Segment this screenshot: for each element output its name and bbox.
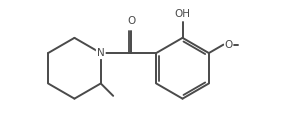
- Text: OH: OH: [175, 9, 191, 19]
- Text: O: O: [127, 16, 135, 27]
- Text: O: O: [225, 40, 233, 50]
- Text: N: N: [97, 48, 105, 58]
